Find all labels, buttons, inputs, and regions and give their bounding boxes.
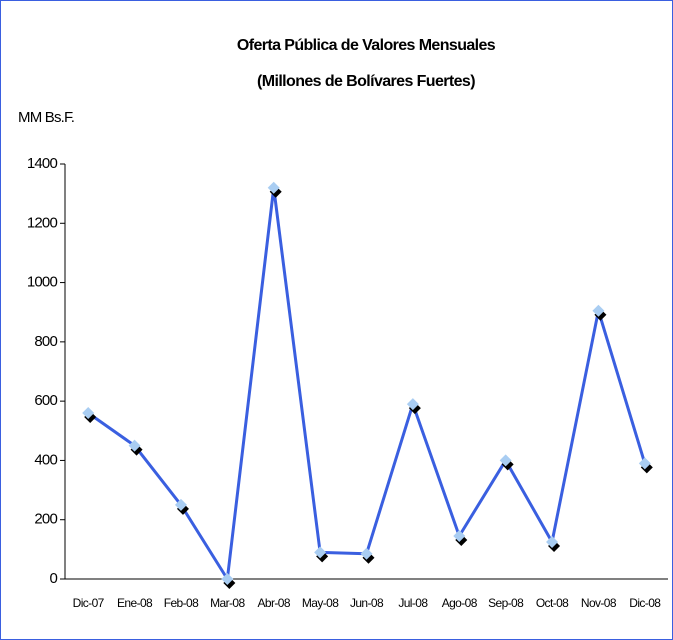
marker	[499, 454, 512, 467]
marker	[453, 530, 466, 543]
x-tick-label: Jun-08	[350, 596, 384, 610]
y-tick-label: 1000	[27, 274, 58, 291]
y-tick-label: 600	[34, 392, 57, 409]
x-tick-label: Ene-08	[117, 596, 153, 610]
y-tick-label: 1200	[27, 214, 58, 231]
x-tick-label: Ago-08	[442, 596, 478, 610]
x-tick-label: Abr-08	[258, 596, 291, 610]
marker	[638, 457, 651, 470]
marker	[82, 407, 95, 419]
x-tick-label: May-08	[302, 596, 339, 610]
marker	[546, 535, 559, 548]
x-tick-label: Sep-08	[488, 596, 524, 610]
x-tick-label: Oct-08	[536, 596, 569, 610]
marker	[360, 547, 373, 560]
x-tick-label: Feb-08	[164, 596, 199, 610]
y-axis-label: MM Bs.F.	[18, 109, 74, 126]
marker	[314, 546, 327, 559]
marker	[128, 439, 141, 452]
marker	[267, 181, 280, 194]
y-tick-label: 400	[34, 451, 57, 468]
marker	[406, 398, 419, 411]
y-tick-label: 0	[49, 570, 57, 587]
x-tick-label: Nov-08	[581, 596, 617, 610]
chart-subtitle: (Millones de Bolívares Fuertes)	[257, 73, 475, 90]
x-tick-label: Dic-08	[629, 596, 661, 610]
x-tick-label: Dic-07	[73, 596, 105, 610]
y-tick-label: 1400	[27, 155, 58, 172]
y-tick-label: 200	[34, 511, 57, 528]
marker	[221, 573, 234, 585]
marker	[174, 498, 187, 511]
chart-title: Oferta Pública de Valores Mensuales	[237, 37, 496, 54]
y-tick-label: 800	[34, 333, 57, 350]
marker	[592, 304, 605, 317]
x-tick-label: Jul-08	[398, 596, 428, 610]
x-tick-label: Mar-08	[210, 596, 245, 610]
